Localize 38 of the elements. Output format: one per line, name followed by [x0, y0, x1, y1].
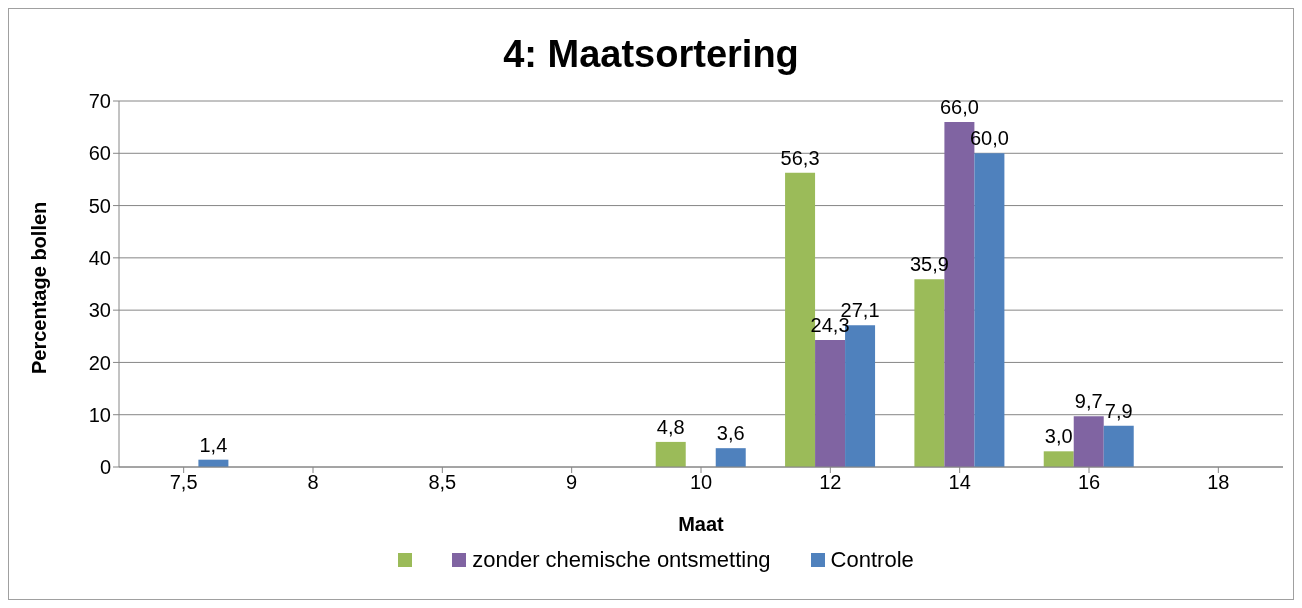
legend-label: Controle	[830, 547, 914, 573]
data-label: 1,4	[199, 433, 228, 456]
x-tick-label: 8,5	[428, 471, 457, 494]
y-tick-label: 40	[88, 246, 111, 269]
data-label: 4,8	[656, 415, 685, 438]
bar	[1043, 451, 1074, 467]
data-label: 7,9	[1104, 399, 1133, 422]
data-label: 9,7	[1074, 390, 1103, 413]
x-tick-label: 7,5	[169, 471, 198, 494]
data-label: 3,0	[1044, 425, 1073, 448]
y-axis-title: Percentage bollen	[28, 201, 51, 374]
bar	[655, 441, 686, 467]
y-tick-label: 10	[88, 403, 111, 426]
y-tick-label: 60	[88, 142, 111, 165]
data-label: 66,0	[939, 95, 979, 118]
bar	[1073, 416, 1104, 467]
bar	[815, 339, 846, 467]
y-tick-label: 30	[88, 299, 111, 322]
bar	[914, 279, 945, 467]
y-tick-label: 50	[88, 194, 111, 217]
x-tick-label: 18	[1207, 471, 1230, 494]
x-tick-label: 10	[689, 471, 713, 494]
data-label: 56,3	[780, 146, 820, 169]
x-tick-label: 14	[948, 471, 971, 494]
x-tick-label: 8	[307, 471, 319, 494]
bar	[1103, 425, 1134, 467]
x-axis-title: Maat	[678, 513, 725, 535]
x-tick-label: 12	[819, 471, 842, 494]
x-tick-label: 16	[1077, 471, 1101, 494]
chart-title: 4: Maatsortering	[502, 33, 800, 77]
y-tick-label: 70	[88, 90, 111, 113]
y-tick-label: 0	[99, 456, 111, 479]
legend-label: zonder chemische ontsmetting	[472, 547, 771, 573]
x-tick-label: 9	[566, 471, 578, 494]
bar	[715, 448, 746, 467]
bar	[974, 153, 1005, 467]
y-tick-label: 20	[88, 351, 111, 374]
data-label: 3,6	[716, 422, 745, 445]
